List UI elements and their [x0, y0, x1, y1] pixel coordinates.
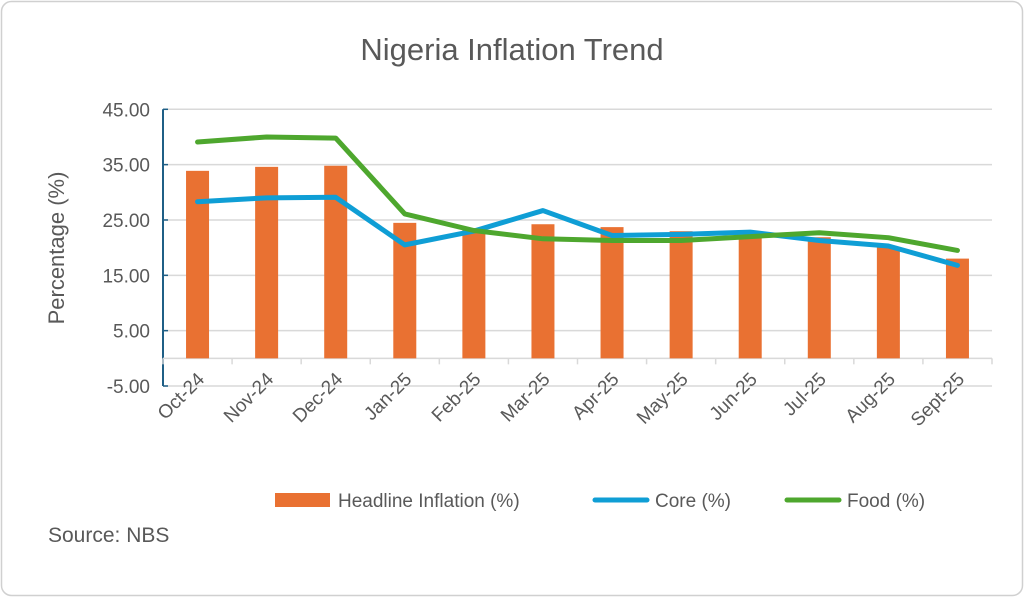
bar-headline-Sept-25: [946, 259, 969, 359]
bar-headline-Dec-24: [324, 166, 347, 359]
y-tick-label: 15.00: [102, 266, 150, 287]
legend-label-food: Food (%): [847, 491, 925, 512]
bar-headline-Aug-25: [877, 247, 900, 358]
source-note: Source: NBS: [48, 524, 169, 547]
bar-headline-Apr-25: [601, 227, 624, 358]
bar-headline-Feb-25: [462, 230, 485, 358]
y-tick-label: 25.00: [102, 211, 150, 232]
chart-title: Nigeria Inflation Trend: [360, 32, 663, 67]
bar-headline-Mar-25: [531, 224, 554, 358]
bar-headline-Jul-25: [808, 237, 831, 358]
bar-headline-Jun-25: [739, 235, 762, 358]
y-axis-label: Percentage (%): [44, 172, 69, 325]
y-tick-label: -5.00: [107, 377, 150, 398]
bar-headline-May-25: [670, 231, 693, 358]
legend-label-core: Core (%): [655, 491, 731, 512]
y-tick-label: 45.00: [102, 100, 150, 121]
legend-swatch-headline: [275, 493, 330, 507]
y-tick-label: 5.00: [113, 322, 150, 343]
legend-label-headline: Headline Inflation (%): [338, 491, 520, 512]
y-tick-label: 35.00: [102, 156, 150, 177]
